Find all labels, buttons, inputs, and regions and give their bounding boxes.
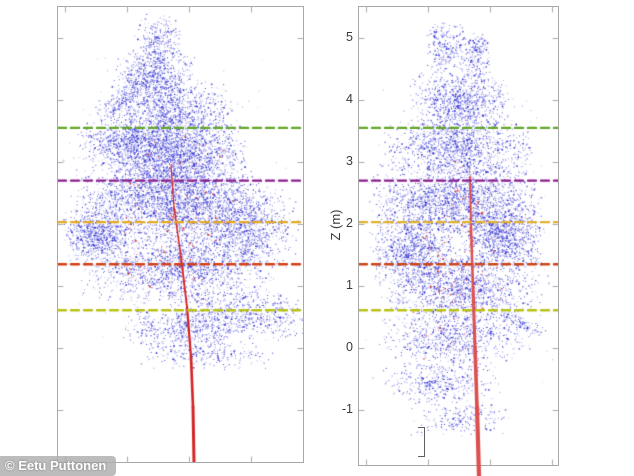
z-tick-label-2: 2	[346, 216, 353, 230]
z-tick-label-4: 4	[346, 92, 353, 106]
credit-watermark: © Eetu Puttonen	[0, 456, 117, 476]
scale-bracket	[418, 427, 425, 457]
z-tick-label-3: 3	[346, 154, 353, 168]
z-tick-label-0: 0	[346, 340, 353, 354]
z-tick-label-1: 1	[346, 278, 353, 292]
z-tick-label-5: 5	[346, 30, 353, 44]
z-axis-tick-labels: 5 4 3 2 1 0 -1	[320, 0, 353, 476]
right-tree-canvas	[359, 7, 558, 476]
z-axis-title: Z (m)	[328, 209, 343, 241]
left-panel-border	[57, 6, 304, 463]
z-tick-label-neg1: -1	[341, 402, 353, 416]
left-tree-canvas	[58, 7, 303, 462]
